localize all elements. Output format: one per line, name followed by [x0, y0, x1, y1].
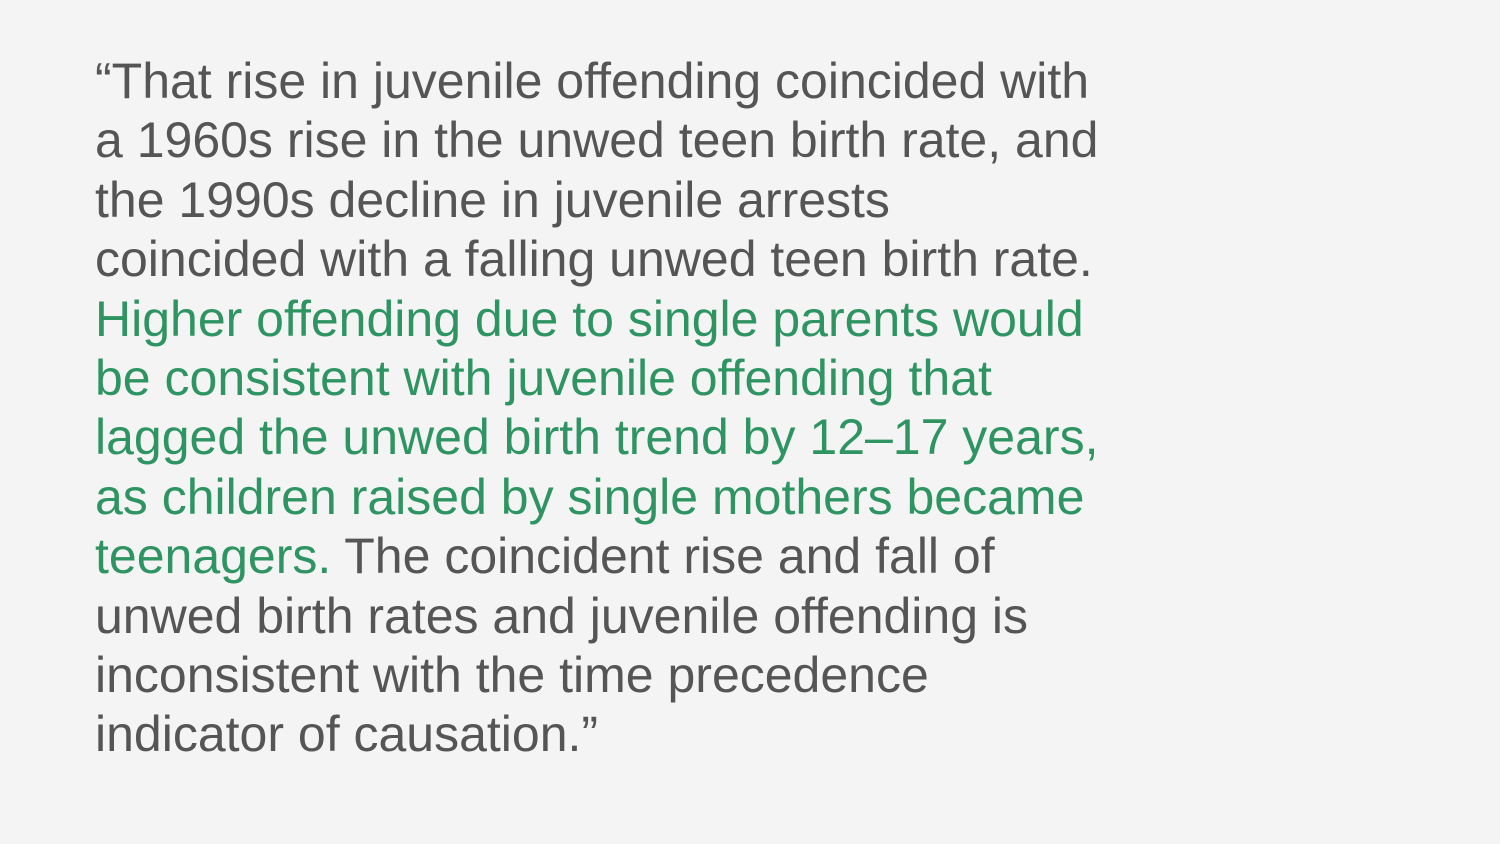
quote-line: “That rise in juvenile offending coincid… — [95, 53, 1090, 109]
quote-block: “That rise in juvenile offending coincid… — [95, 52, 1125, 765]
quote-line: a 1960s rise in the unwed teen birth rat… — [95, 112, 1099, 169]
quote-line: inconsistent with the time precedence — [95, 647, 929, 704]
quote-line: the 1990s decline in juvenile arrests — [95, 171, 890, 228]
quote-line: indicator of causation.” — [95, 706, 599, 763]
quote-line: coincided with a falling unwed teen birt… — [95, 231, 1093, 288]
quote-fragment: The coincident rise and fall of — [331, 528, 995, 585]
highlighted-quote-line: Higher offending due to single parents w… — [95, 290, 1084, 347]
quote-line: unwed birth rates and juvenile offending… — [95, 587, 1029, 644]
highlighted-quote-fragment: teenagers. — [95, 528, 332, 585]
highlighted-quote-line: as children raised by single mothers bec… — [95, 468, 1085, 525]
highlighted-quote-line: lagged the unwed birth trend by 12–17 ye… — [95, 409, 1099, 466]
highlighted-quote-line: be consistent with juvenile offending th… — [95, 350, 992, 407]
quote-line-mixed: teenagers. The coincident rise and fall … — [95, 527, 1125, 586]
